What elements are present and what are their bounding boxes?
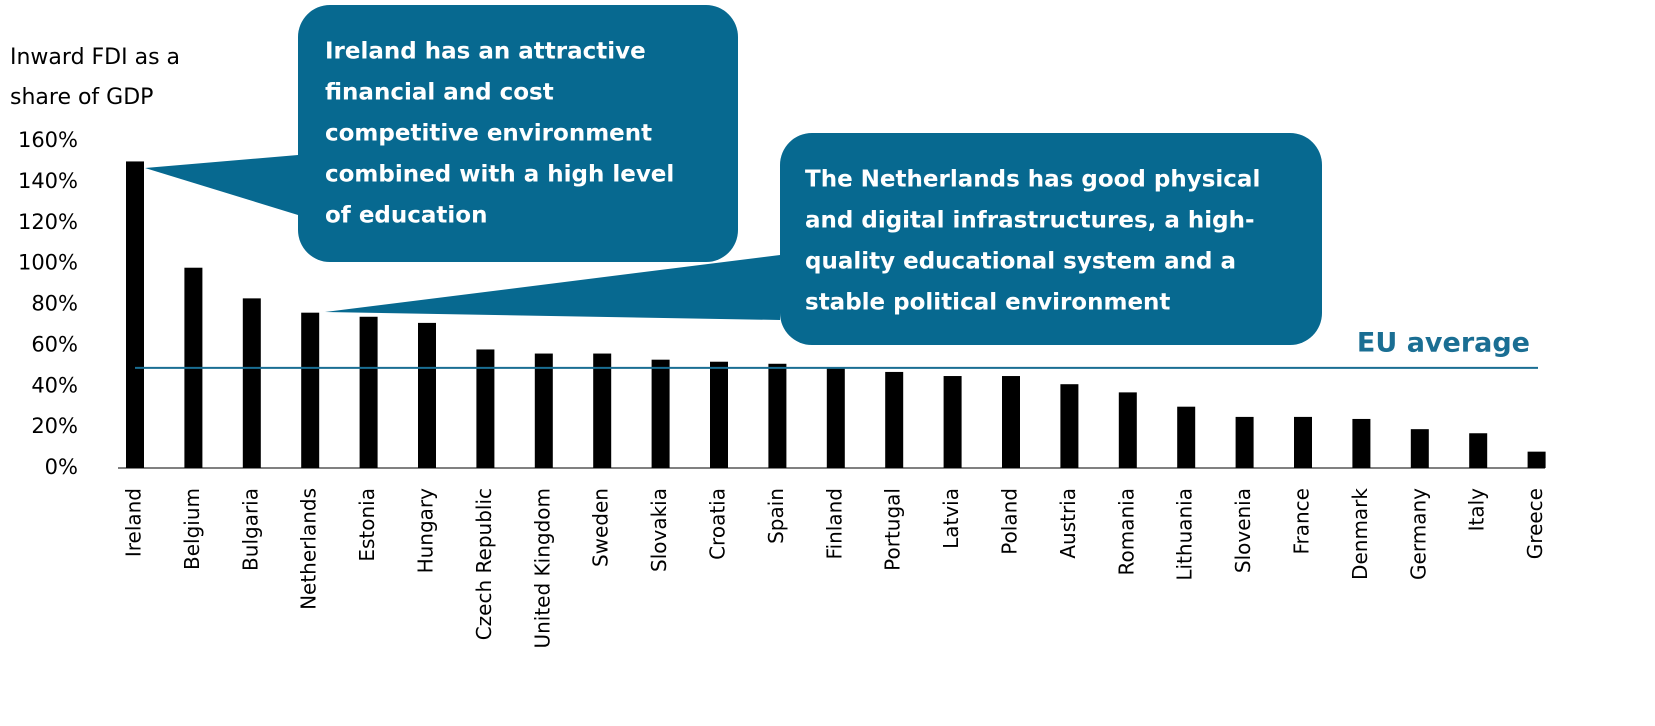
y-tick-label: 20%	[31, 414, 78, 438]
x-tick-label: Germany	[1406, 488, 1430, 580]
callout-text: Ireland has an attractive	[325, 39, 646, 65]
bar	[1060, 384, 1079, 468]
bar	[651, 359, 670, 468]
callout-text: and digital infrastructures, a high-	[805, 208, 1255, 234]
bar	[1177, 406, 1196, 468]
bar	[1410, 429, 1429, 468]
bar	[534, 353, 553, 468]
x-tick-label: Romania	[1114, 488, 1138, 575]
y-tick-label: 40%	[31, 373, 78, 397]
callout-text: The Netherlands has good physical	[805, 167, 1260, 193]
callout-text: stable political environment	[805, 290, 1170, 316]
x-tick-label: Netherlands	[297, 488, 321, 610]
x-tick-label: Latvia	[939, 488, 963, 549]
callout-pointer	[325, 255, 780, 320]
x-tick-label: France	[1290, 488, 1314, 555]
bar	[301, 312, 320, 468]
x-tick-label: Estonia	[355, 488, 379, 562]
reference-label: EU average	[1357, 327, 1530, 358]
x-tick-label: Italy	[1465, 488, 1489, 532]
x-tick-label: Portugal	[881, 488, 905, 571]
x-tick-label: Austria	[1056, 488, 1080, 559]
x-tick-label: Belgium	[180, 488, 204, 570]
y-tick-label: 60%	[31, 332, 78, 356]
bar	[1235, 416, 1254, 468]
y-tick-label: 80%	[31, 292, 78, 316]
y-tick-label: 0%	[45, 455, 78, 479]
x-tick-label: Greece	[1523, 488, 1547, 559]
bar	[359, 316, 378, 468]
y-tick-label: 120%	[18, 210, 78, 234]
x-tick-label: Ireland	[122, 488, 146, 557]
callout-pointer	[145, 155, 298, 215]
bar	[242, 298, 261, 468]
x-tick-label: Lithuania	[1173, 488, 1197, 581]
callout-text: quality educational system and a	[805, 249, 1236, 275]
callout-text: competitive environment	[325, 121, 652, 147]
bar	[1002, 376, 1020, 468]
callout-text: financial and cost	[325, 80, 554, 106]
x-tick-label: Finland	[822, 488, 846, 559]
x-tick-label: Spain	[764, 488, 788, 544]
x-tick-label: Czech Republic	[472, 488, 496, 640]
x-tick-label: Hungary	[414, 488, 438, 574]
x-tick-label: Bulgaria	[238, 488, 262, 571]
x-tick-label: Slovakia	[647, 488, 671, 572]
x-tick-label: Croatia	[706, 488, 730, 560]
x-tick-label: Denmark	[1348, 488, 1372, 580]
bar	[418, 322, 436, 468]
x-tick-label: Poland	[998, 488, 1022, 555]
bar	[1294, 416, 1312, 468]
callout-text: of education	[325, 203, 487, 229]
bar	[1118, 392, 1137, 468]
bar	[126, 161, 144, 468]
bar	[826, 367, 845, 468]
callout-box	[780, 133, 1322, 345]
bar	[1469, 433, 1488, 468]
y-tick-label: 140%	[18, 169, 78, 193]
bar	[943, 376, 962, 468]
y-axis-label: Inward FDI as a	[10, 45, 180, 70]
x-tick-label: United Kingdom	[530, 488, 554, 649]
y-tick-label: 160%	[18, 128, 78, 152]
bar	[710, 361, 728, 468]
x-tick-label: Slovenia	[1231, 488, 1255, 573]
bar	[768, 363, 787, 468]
y-tick-label: 100%	[18, 251, 78, 275]
callout-text: combined with a high level	[325, 162, 674, 188]
bar	[593, 353, 612, 468]
y-axis-label: share of GDP	[10, 85, 153, 110]
callout-box	[298, 5, 738, 262]
bar	[885, 371, 904, 468]
bar	[476, 349, 495, 468]
bar	[1527, 451, 1546, 468]
bar	[1352, 418, 1371, 468]
x-tick-label: Sweden	[589, 488, 613, 567]
